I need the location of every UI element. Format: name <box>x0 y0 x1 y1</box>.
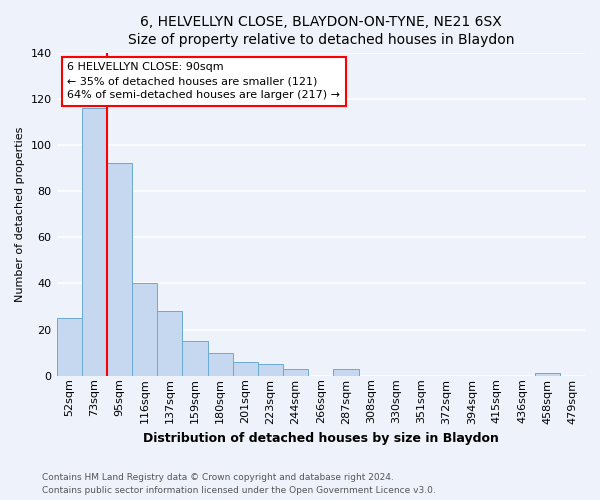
Bar <box>334 369 359 376</box>
Bar <box>132 284 157 376</box>
Bar <box>82 108 107 376</box>
X-axis label: Distribution of detached houses by size in Blaydon: Distribution of detached houses by size … <box>143 432 499 445</box>
Bar <box>208 352 233 376</box>
Bar <box>535 374 560 376</box>
Bar <box>233 362 258 376</box>
Bar <box>182 341 208 376</box>
Bar <box>107 164 132 376</box>
Y-axis label: Number of detached properties: Number of detached properties <box>15 126 25 302</box>
Bar <box>56 318 82 376</box>
Text: 6 HELVELLYN CLOSE: 90sqm
← 35% of detached houses are smaller (121)
64% of semi-: 6 HELVELLYN CLOSE: 90sqm ← 35% of detach… <box>67 62 340 100</box>
Bar <box>157 311 182 376</box>
Title: 6, HELVELLYN CLOSE, BLAYDON-ON-TYNE, NE21 6SX
Size of property relative to detac: 6, HELVELLYN CLOSE, BLAYDON-ON-TYNE, NE2… <box>128 15 514 48</box>
Text: Contains HM Land Registry data © Crown copyright and database right 2024.
Contai: Contains HM Land Registry data © Crown c… <box>42 474 436 495</box>
Bar <box>283 369 308 376</box>
Bar <box>258 364 283 376</box>
